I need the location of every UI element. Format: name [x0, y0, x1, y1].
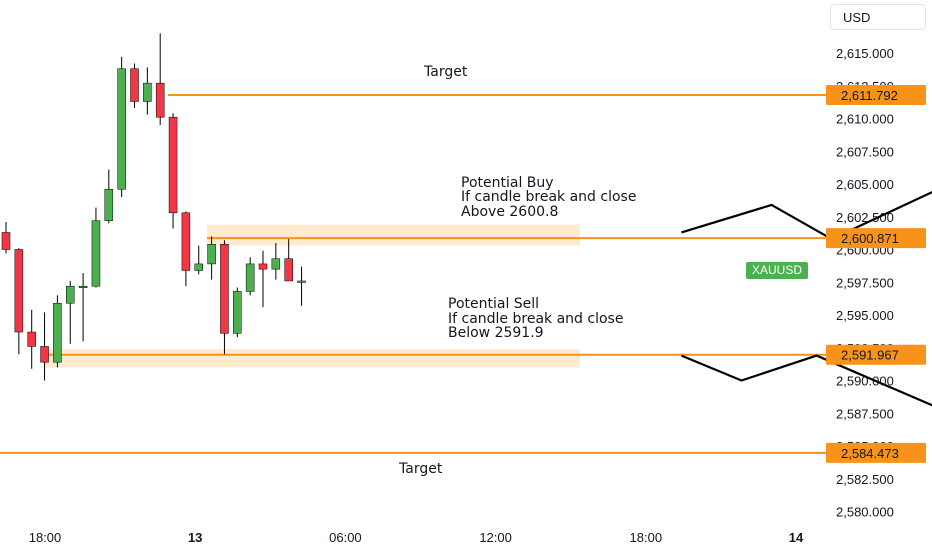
time-axis: 18:00 13 06:00 12:00 18:00 14: [29, 530, 804, 545]
price-tag-bg-1: [826, 228, 926, 249]
candle-body-21: [271, 258, 281, 270]
bullish-path: [681, 190, 932, 241]
y-tick-2: 2,610.000: [836, 112, 894, 127]
x-tick-4: 18:00: [630, 530, 663, 545]
zones: [44, 224, 580, 368]
candle-body-3: [40, 346, 49, 363]
horizontal-levels: [0, 94, 826, 454]
candle-body-22: [284, 258, 293, 282]
x-tick-5: 14: [789, 530, 804, 545]
target-bottom-label: Target: [398, 461, 443, 477]
y-tick-5: 2,602.500: [836, 210, 894, 225]
candle-body-0: [1, 232, 11, 250]
candle-body-20: [258, 263, 268, 270]
candle-body-17: [220, 244, 229, 334]
x-tick-1: 13: [188, 530, 202, 545]
candle-body-16: [207, 244, 216, 265]
candle-body-5: [66, 285, 75, 304]
candle-body-23: [297, 280, 306, 283]
price-tag-bg-2: [826, 344, 926, 365]
x-tick-3: 12:00: [479, 530, 512, 545]
zone-1: [44, 349, 580, 368]
zone-0: [207, 224, 580, 246]
candle-body-4: [53, 302, 62, 363]
candle-body-10: [130, 68, 139, 102]
candle-body-15: [194, 263, 203, 271]
currency-button[interactable]: USD: [830, 4, 926, 30]
candle-body-6: [78, 285, 88, 288]
candle-body-14: [181, 212, 191, 271]
buy-note-line-3: Above 2600.8: [461, 204, 558, 220]
price-tag-1: 2,600.871: [841, 231, 899, 246]
y-tick-0: 2,615.000: [836, 46, 894, 61]
buy-note-line-1: Potential Buy: [461, 175, 554, 191]
y-tick-7: 2,597.500: [836, 275, 894, 290]
candle-body-2: [27, 331, 36, 347]
price-tags: 2,611.792 2,600.871 2,591.967 2,584.473: [826, 85, 926, 463]
candle-body-11: [143, 82, 152, 102]
symbol-price-label: XAUUSD: [746, 262, 809, 279]
y-tick-10: 2,590.000: [836, 374, 894, 389]
price-tag-0: 2,611.792: [841, 88, 898, 103]
price-tag-2: 2,591.967: [841, 348, 899, 363]
candle-body-1: [14, 249, 24, 333]
projection-paths: [681, 190, 932, 407]
sell-note-line-2: If candle break and close: [448, 311, 623, 327]
candle-body-19: [245, 263, 255, 292]
y-tick-8: 2,595.000: [836, 308, 894, 323]
candle-body-8: [104, 188, 114, 221]
candle-body-12: [155, 82, 165, 118]
y-tick-3: 2,607.500: [836, 144, 894, 159]
y-tick-14: 2,580.000: [836, 505, 894, 520]
candles: [1, 33, 306, 381]
buy-note-line-2: If candle break and close: [461, 189, 636, 205]
y-tick-4: 2,605.000: [836, 177, 894, 192]
candle-body-7: [91, 220, 101, 287]
target-top-label: Target: [423, 64, 468, 80]
candle-body-18: [233, 291, 242, 334]
x-tick-0: 18:00: [29, 530, 62, 545]
price-tag-bg-3: [826, 442, 926, 463]
bearish-path: [681, 354, 932, 407]
candle-body-13: [168, 116, 178, 214]
x-tick-2: 06:00: [329, 530, 362, 545]
sell-note-line-3: Below 2591.9: [448, 325, 544, 341]
price-tag-3: 2,584.473: [841, 446, 899, 461]
candle-body-9: [117, 68, 126, 190]
sell-note-line-1: Potential Sell: [448, 296, 539, 312]
price-tag-bg-0: [826, 85, 926, 106]
y-tick-13: 2,582.500: [836, 472, 894, 487]
y-tick-11: 2,587.500: [836, 406, 894, 421]
